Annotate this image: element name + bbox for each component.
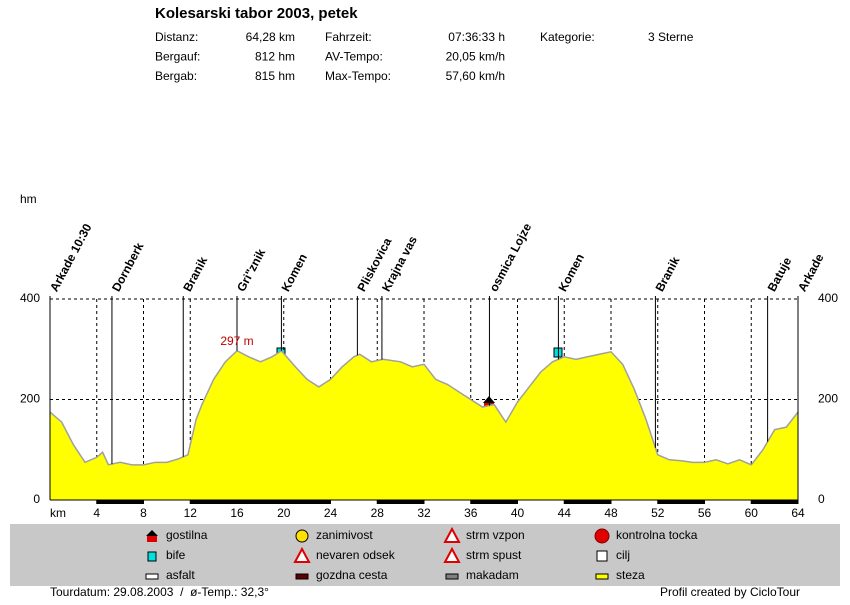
x-tick-label: 32 (417, 506, 431, 520)
peak-label: 297 m (220, 334, 253, 348)
footer-right: Profil created by CicloTour (660, 585, 800, 599)
icon (443, 526, 461, 543)
x-tick-label: 52 (651, 506, 665, 520)
icon (443, 546, 461, 563)
legend-label: bife (166, 548, 186, 562)
stat-label: AV-Tempo: (325, 50, 383, 64)
surface-segment (470, 500, 518, 504)
x-tick-label: 16 (230, 506, 244, 520)
icon (295, 573, 309, 580)
x-tick-label: 40 (511, 506, 525, 520)
legend-icon (445, 573, 459, 580)
icon (594, 528, 610, 544)
y-axis-label: hm (20, 192, 37, 206)
legend-label: gozdna cesta (316, 568, 388, 582)
stat-label: Fahrzeit: (325, 30, 372, 44)
legend-label: nevaren odsek (316, 548, 396, 562)
x-tick-label: 48 (604, 506, 618, 520)
y-tick-label: 200 (20, 392, 40, 406)
x-tick-label: 4 (93, 506, 100, 520)
stat-value: 815 hm (255, 69, 295, 83)
icon (293, 546, 311, 563)
legend-icon (295, 573, 309, 580)
stat-label: Bergauf: (155, 50, 200, 64)
icon (595, 573, 609, 580)
surface-segment (564, 500, 611, 504)
legend-label: steza (616, 568, 645, 582)
icon (445, 573, 459, 580)
legend-icon (443, 546, 461, 563)
stat-label: Distanz: (155, 30, 198, 44)
x-tick-label: 24 (324, 506, 338, 520)
legend-icon (147, 551, 157, 562)
y-tick-label: 400 (20, 291, 40, 305)
elevation-line (49, 349, 799, 466)
x-axis-label: km (50, 506, 66, 520)
y-tick-label-right: 0 (818, 492, 825, 506)
stat-value: 07:36:33 h (448, 30, 505, 44)
legend-icon (293, 546, 311, 563)
footer-left: Tourdatum: 29.08.2003 / ø-Temp.: 32,3° (50, 585, 269, 599)
x-tick-label: 8 (140, 506, 147, 520)
legend-icon (443, 526, 461, 543)
title: Kolesarski tabor 2003, petek (155, 5, 358, 22)
icon (145, 573, 159, 580)
legend-label: makadam (466, 568, 519, 582)
stat-value: 57,60 km/h (446, 69, 505, 83)
surface-segment (190, 500, 331, 504)
x-tick-label: 64 (791, 506, 805, 520)
legend-label: zanimivost (316, 528, 373, 542)
stat-value: 20,05 km/h (446, 50, 505, 64)
surface-segment (96, 500, 144, 504)
legend-icon (295, 529, 309, 543)
icon (146, 530, 158, 536)
surface-segment (657, 500, 705, 504)
legend-label: strm spust (466, 548, 522, 562)
icon (295, 529, 309, 543)
legend-icon (595, 573, 609, 580)
legend-label: kontrolna tocka (616, 528, 698, 542)
legend-icon (594, 528, 610, 544)
legend-label: asfalt (166, 568, 195, 582)
stat-label: Bergab: (155, 69, 197, 83)
x-tick-label: 20 (277, 506, 291, 520)
legend-icon (146, 530, 158, 542)
stat-value: 64,28 km (246, 30, 295, 44)
icon (147, 536, 157, 542)
surface-segment (377, 500, 424, 504)
legend-label: gostilna (166, 528, 208, 542)
x-tick-label: 56 (698, 506, 712, 520)
x-tick-label: 28 (371, 506, 385, 520)
legend-label: cilj (616, 548, 630, 562)
stat-label: Kategorie: (540, 30, 595, 44)
y-tick-label-right: 200 (818, 392, 838, 406)
legend-panel (10, 524, 840, 586)
x-tick-label: 12 (184, 506, 198, 520)
icon (596, 550, 608, 562)
x-tick-label: 36 (464, 506, 478, 520)
surface-segment (751, 500, 798, 504)
legend-label: strm vzpon (466, 528, 525, 542)
icon (147, 551, 157, 562)
x-tick-label: 60 (745, 506, 759, 520)
x-tick-label: 44 (558, 506, 572, 520)
y-tick-label: 0 (33, 492, 40, 506)
legend-icon (596, 550, 608, 562)
elevation-area (50, 350, 798, 500)
legend-icon (145, 573, 159, 580)
stat-value: 3 Sterne (648, 30, 694, 44)
y-tick-label-right: 400 (818, 291, 838, 305)
stat-label: Max-Tempo: (325, 69, 391, 83)
stat-value: 812 hm (255, 50, 295, 64)
